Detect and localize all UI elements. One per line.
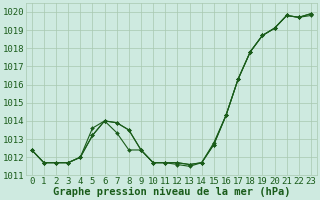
- X-axis label: Graphe pression niveau de la mer (hPa): Graphe pression niveau de la mer (hPa): [52, 187, 290, 197]
